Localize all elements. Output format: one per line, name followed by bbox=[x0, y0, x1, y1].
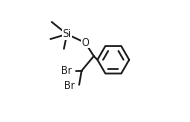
Text: Br: Br bbox=[63, 81, 74, 91]
Text: Si: Si bbox=[63, 29, 71, 39]
Text: Br: Br bbox=[61, 66, 72, 76]
Text: O: O bbox=[82, 38, 89, 48]
